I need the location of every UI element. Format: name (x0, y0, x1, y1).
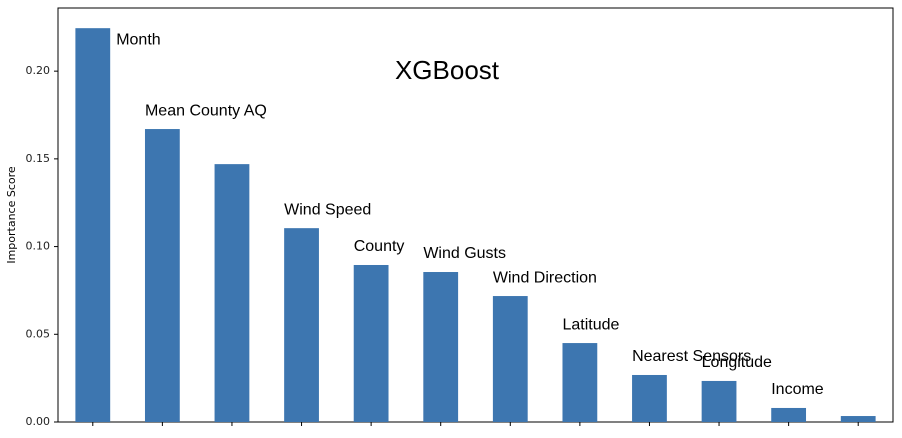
y-tick-label: 0.10 (26, 240, 51, 253)
bar (144, 129, 180, 423)
y-tick-label: 0.00 (26, 415, 51, 428)
bar (75, 28, 111, 422)
plot-frame (57, 7, 894, 423)
y-tick-label: 0.15 (26, 152, 51, 165)
bar-label: Wind Speed (284, 201, 371, 218)
bar (632, 374, 667, 422)
bar (284, 228, 319, 422)
bar (701, 380, 737, 422)
bar (771, 407, 807, 422)
chart-title: XGBoost (395, 55, 500, 85)
y-tick-label: 0.20 (26, 64, 51, 77)
y-tick-label: 0.05 (26, 327, 51, 340)
bar-label: County (354, 238, 405, 255)
bar-label: Income (771, 381, 824, 398)
bar-label: Month (116, 31, 160, 48)
bar (492, 296, 528, 422)
bar (353, 264, 389, 422)
y-axis-label: Importance Score (5, 166, 18, 264)
bar-label: Mean County AQ (145, 102, 267, 119)
bar (562, 343, 598, 422)
bar-label: Nearest Sensors (632, 348, 751, 365)
bar-label: Wind Gusts (423, 245, 506, 262)
bar (214, 164, 250, 422)
bar (840, 416, 876, 422)
bar-label: Wind Direction (493, 269, 597, 286)
bar-label: Longitude (702, 354, 772, 371)
bar (423, 272, 459, 422)
bar-label: Latitude (562, 316, 619, 333)
